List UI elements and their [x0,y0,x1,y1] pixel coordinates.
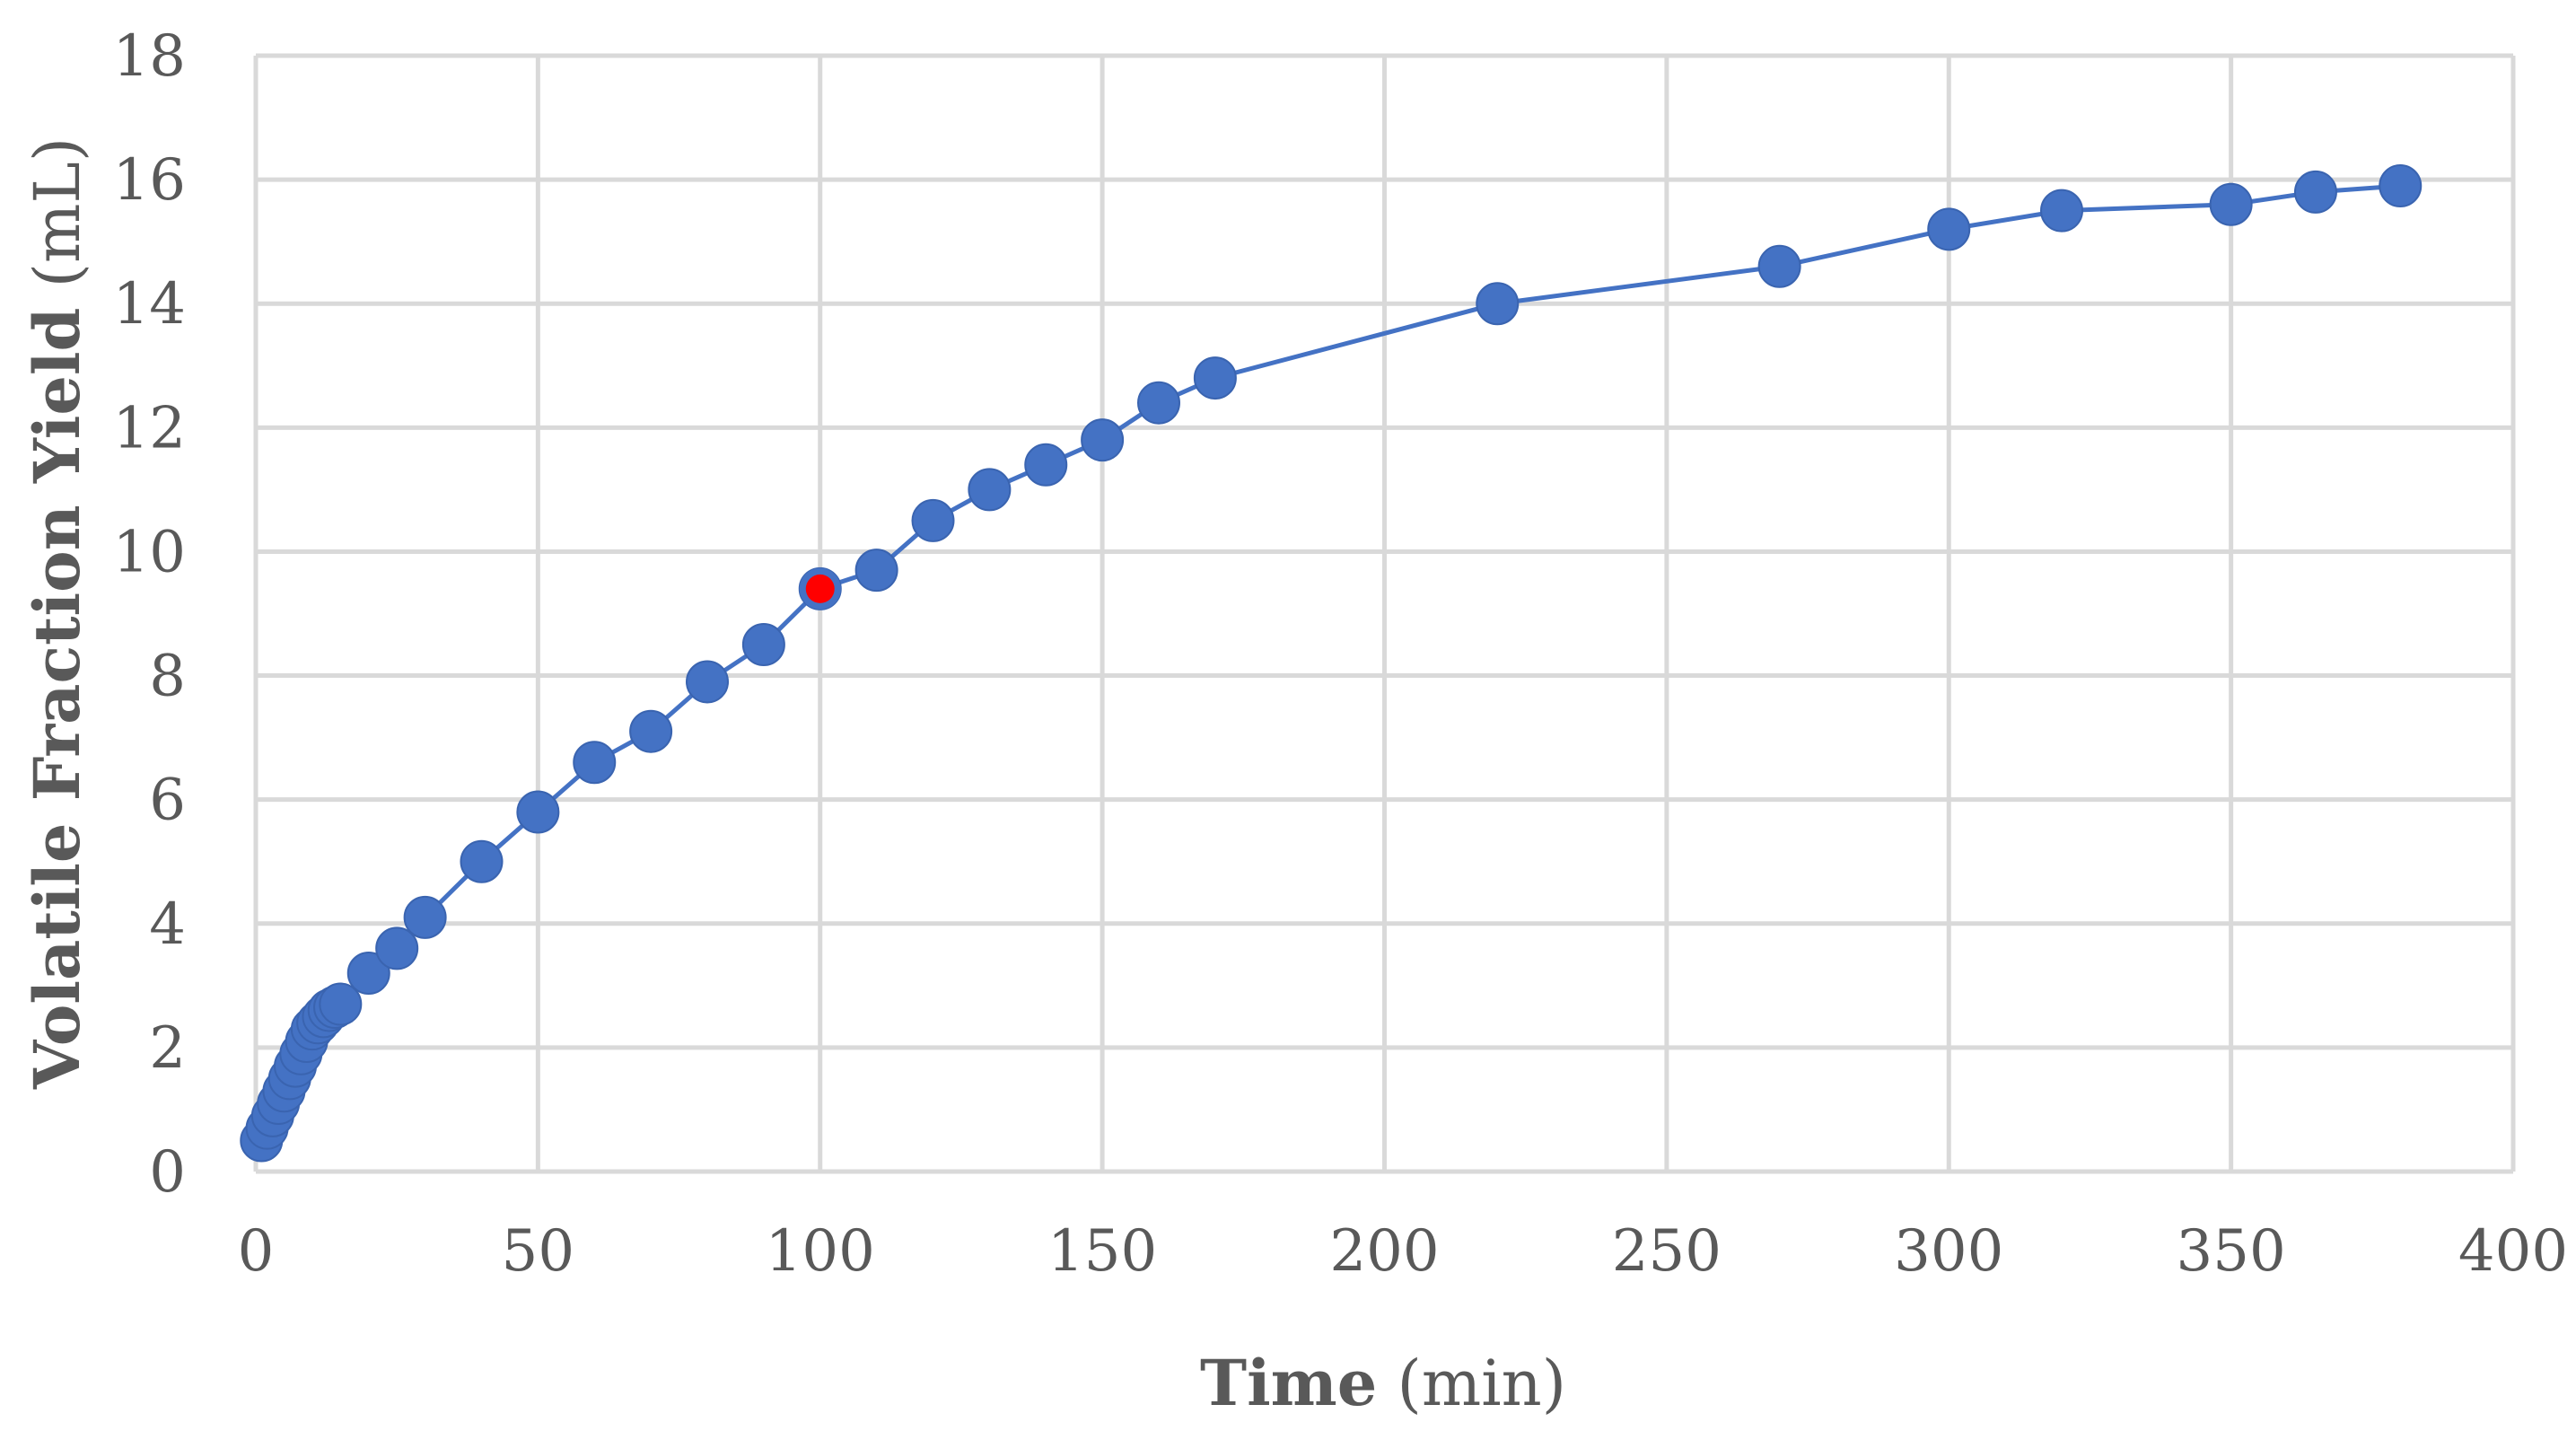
data-point [1137,381,1180,425]
y-tick-label: 16 [113,147,186,214]
data-point [319,982,363,1026]
y-tick-label: 8 [149,644,186,710]
data-point [573,741,617,785]
y-tick-label: 2 [149,1015,186,1082]
x-tick-label: 50 [502,1218,574,1285]
data-point [686,660,729,704]
data-point [375,926,419,970]
series-yield [240,164,2423,1163]
x-tick-label: 200 [1329,1218,1439,1285]
data-point [1024,443,1068,487]
data-point [1081,418,1125,462]
y-tick-label: 6 [149,768,186,834]
x-tick-label: 150 [1047,1218,1157,1285]
y-tick-label: 10 [113,519,186,585]
y-axis-title-main: Volatile Fraction Yield [20,308,94,1091]
x-axis-title-unit: (min) [1377,1347,1566,1420]
y-tick-label: 0 [149,1139,186,1206]
y-tick-label: 18 [113,23,186,90]
y-tick-label: 14 [113,271,186,338]
data-point [1927,207,1971,251]
data-point [403,895,447,939]
data-point [516,790,560,834]
data-point [346,952,390,996]
data-point [1757,244,1801,288]
highlight-layer [799,567,841,610]
x-axis-title: Time (min) [1200,1346,1566,1420]
x-tick-label: 350 [2177,1218,2286,1285]
data-point [2040,189,2083,233]
y-tick-label: 12 [113,395,186,461]
highlight-point [805,574,835,603]
data-point [854,549,898,593]
y-axis-title-unit: (mL) [21,137,94,308]
data-point [968,468,1012,512]
x-axis-title-main: Time [1200,1346,1377,1420]
y-tick-label: 4 [149,891,186,958]
data-point [1193,356,1237,400]
data-point [2293,170,2337,214]
x-tick-label: 250 [1612,1218,1722,1285]
data-point [2379,164,2423,208]
gridlines [253,53,2516,1174]
series-line [259,183,2401,1142]
x-tick-label: 400 [2458,1218,2568,1285]
x-tick-label: 0 [238,1218,275,1285]
data-point [2209,182,2253,226]
data-point [460,839,504,883]
data-point [741,623,785,667]
data-point [1476,282,1520,326]
data-point [629,709,673,753]
data-point [911,498,955,542]
x-tick-label: 100 [766,1218,875,1285]
tick-labels: 0 2 4 6 8 10 12 14 16 18 0 50 100 150 200 250 300 350 400 [113,23,2569,1285]
y-axis-title: Volatile Fraction Yield (mL) [20,137,94,1090]
x-tick-label: 300 [1894,1218,2003,1285]
